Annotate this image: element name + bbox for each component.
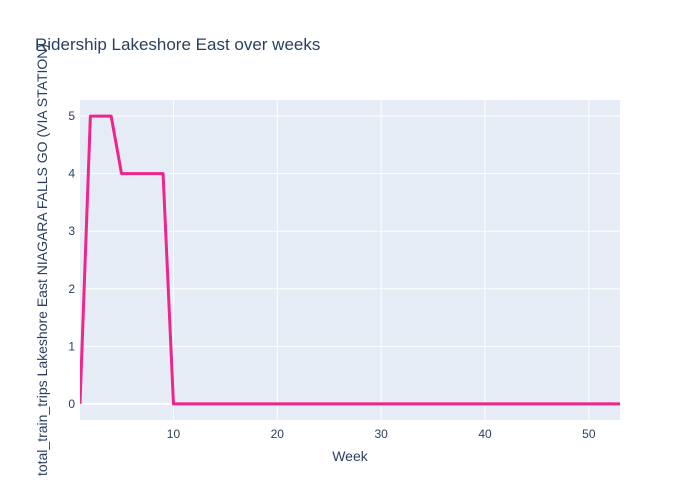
x-tick-label: 30 (374, 427, 388, 441)
x-gridlines (172, 100, 590, 420)
series-line (80, 114, 620, 406)
x-axis-label: Week (332, 448, 369, 464)
y-tick-label: 4 (68, 167, 75, 181)
x-tick-label: 40 (478, 427, 492, 441)
chart-title: Ridership Lakeshore East over weeks (35, 35, 320, 54)
y-axis-label: total_train_trips Lakeshore East NIAGARA… (34, 44, 50, 476)
y-tick-label: 5 (68, 109, 75, 123)
x-tick-label: 20 (271, 427, 285, 441)
y-axis-ticks: 0 1 2 3 4 5 (68, 109, 75, 411)
x-axis-ticks: 10 20 30 40 50 (167, 427, 596, 441)
y-tick-label: 2 (68, 282, 75, 296)
y-tick-label: 0 (68, 397, 75, 411)
series-layer (80, 114, 620, 406)
x-tick-label: 50 (582, 427, 596, 441)
plot-background (80, 100, 620, 420)
x-tick-label: 10 (167, 427, 181, 441)
y-tick-label: 3 (68, 224, 75, 238)
y-tick-label: 1 (68, 339, 75, 353)
